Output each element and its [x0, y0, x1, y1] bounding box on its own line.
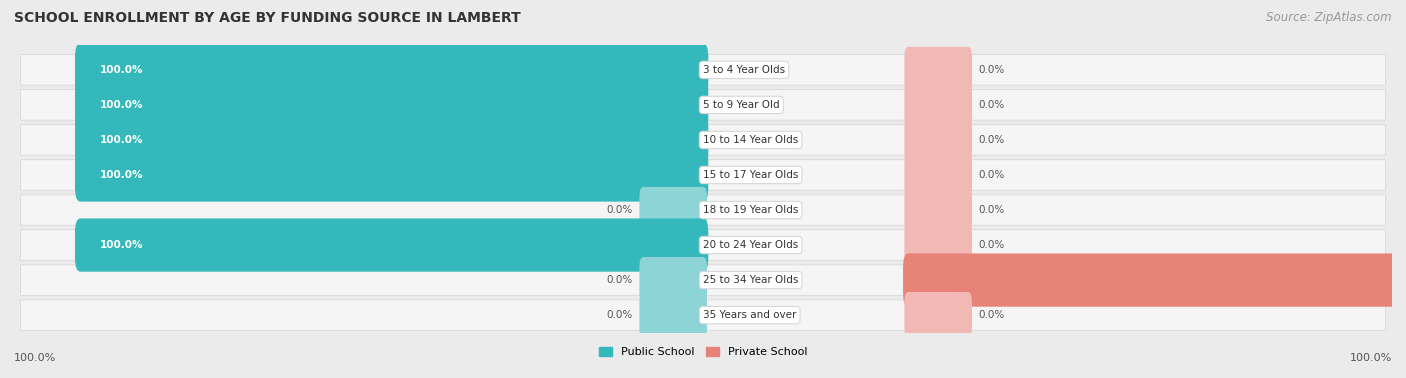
Text: 0.0%: 0.0% — [979, 170, 1005, 180]
FancyBboxPatch shape — [75, 78, 709, 132]
Text: 100.0%: 100.0% — [100, 100, 143, 110]
Text: 100.0%: 100.0% — [14, 353, 56, 363]
Text: 25 to 34 Year Olds: 25 to 34 Year Olds — [703, 275, 799, 285]
Text: 100.0%: 100.0% — [100, 135, 143, 145]
Legend: Public School, Private School: Public School, Private School — [595, 342, 811, 362]
FancyBboxPatch shape — [21, 55, 1385, 85]
FancyBboxPatch shape — [904, 187, 972, 233]
Text: 100.0%: 100.0% — [100, 170, 143, 180]
Text: 0.0%: 0.0% — [979, 135, 1005, 145]
Text: 100.0%: 100.0% — [1350, 353, 1392, 363]
FancyBboxPatch shape — [21, 125, 1385, 155]
FancyBboxPatch shape — [640, 292, 707, 338]
Text: 0.0%: 0.0% — [979, 310, 1005, 320]
FancyBboxPatch shape — [904, 222, 972, 268]
FancyBboxPatch shape — [904, 82, 972, 128]
Text: 0.0%: 0.0% — [979, 65, 1005, 75]
Text: 10 to 14 Year Olds: 10 to 14 Year Olds — [703, 135, 799, 145]
FancyBboxPatch shape — [904, 292, 972, 338]
FancyBboxPatch shape — [75, 43, 709, 96]
Text: 0.0%: 0.0% — [606, 205, 633, 215]
Text: SCHOOL ENROLLMENT BY AGE BY FUNDING SOURCE IN LAMBERT: SCHOOL ENROLLMENT BY AGE BY FUNDING SOUR… — [14, 11, 520, 25]
Text: 15 to 17 Year Olds: 15 to 17 Year Olds — [703, 170, 799, 180]
Text: 5 to 9 Year Old: 5 to 9 Year Old — [703, 100, 779, 110]
FancyBboxPatch shape — [75, 113, 709, 167]
FancyBboxPatch shape — [21, 265, 1385, 295]
Text: 0.0%: 0.0% — [979, 240, 1005, 250]
Text: 18 to 19 Year Olds: 18 to 19 Year Olds — [703, 205, 799, 215]
FancyBboxPatch shape — [904, 152, 972, 198]
Text: 0.0%: 0.0% — [979, 205, 1005, 215]
FancyBboxPatch shape — [21, 90, 1385, 120]
FancyBboxPatch shape — [75, 148, 709, 201]
Text: 20 to 24 Year Olds: 20 to 24 Year Olds — [703, 240, 799, 250]
FancyBboxPatch shape — [75, 218, 709, 272]
FancyBboxPatch shape — [21, 160, 1385, 190]
FancyBboxPatch shape — [640, 257, 707, 303]
Text: 0.0%: 0.0% — [979, 100, 1005, 110]
Text: 0.0%: 0.0% — [606, 275, 633, 285]
FancyBboxPatch shape — [640, 187, 707, 233]
FancyBboxPatch shape — [904, 117, 972, 163]
Text: 100.0%: 100.0% — [100, 65, 143, 75]
Text: 35 Years and over: 35 Years and over — [703, 310, 796, 320]
FancyBboxPatch shape — [21, 230, 1385, 260]
Text: Source: ZipAtlas.com: Source: ZipAtlas.com — [1267, 11, 1392, 24]
FancyBboxPatch shape — [21, 195, 1385, 225]
Text: 0.0%: 0.0% — [606, 310, 633, 320]
FancyBboxPatch shape — [904, 47, 972, 93]
Text: 3 to 4 Year Olds: 3 to 4 Year Olds — [703, 65, 785, 75]
FancyBboxPatch shape — [903, 254, 1406, 307]
FancyBboxPatch shape — [21, 300, 1385, 330]
Text: 100.0%: 100.0% — [100, 240, 143, 250]
